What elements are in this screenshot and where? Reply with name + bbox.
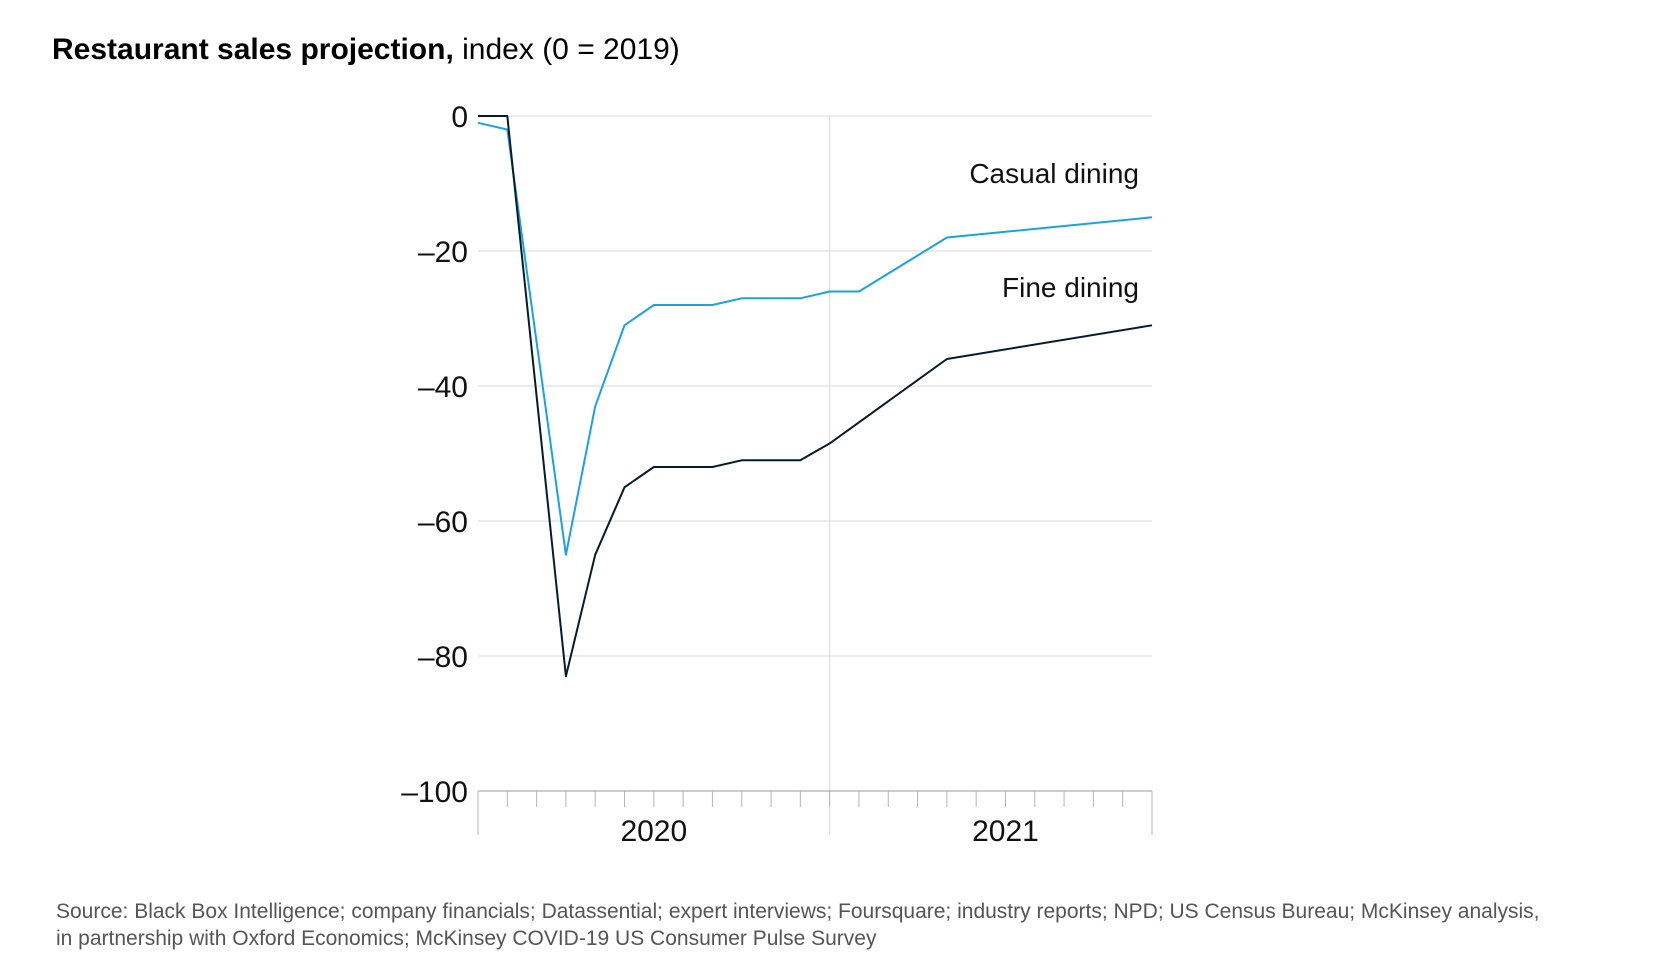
y-tick-label: 0	[451, 101, 468, 134]
y-tick-label: –40	[418, 371, 468, 404]
chart-title-main: Restaurant sales projection,	[52, 33, 454, 66]
source-note: Source: Black Box Intelligence; company …	[56, 898, 1656, 952]
y-tick-label: –20	[418, 236, 468, 269]
series-line-casual-dining	[477, 121, 1153, 556]
series-label-fine-dining: Fine dining	[1002, 272, 1139, 303]
x-year-label: 2021	[972, 815, 1039, 848]
x-year-label: 2020	[620, 815, 687, 848]
series-line-fine-dining	[478, 115, 1153, 678]
source-line-1: Source: Black Box Intelligence; company …	[56, 900, 1540, 923]
line-chart: 0 –20 –40 –60 –80 –100 2020 2021 Casual dining Fi…	[401, 101, 1153, 848]
y-tick-label: –80	[418, 641, 468, 674]
y-tick-label: –100	[401, 776, 468, 809]
y-tick-label: –60	[418, 506, 468, 539]
chart-title-subtitle: index (0 = 2019)	[462, 33, 680, 66]
chart-title: Restaurant sales projection, index (0 = …	[52, 30, 680, 70]
series-label-casual-dining: Casual dining	[969, 158, 1139, 189]
source-line-2: in partnership with Oxford Economics; Mc…	[56, 927, 877, 950]
